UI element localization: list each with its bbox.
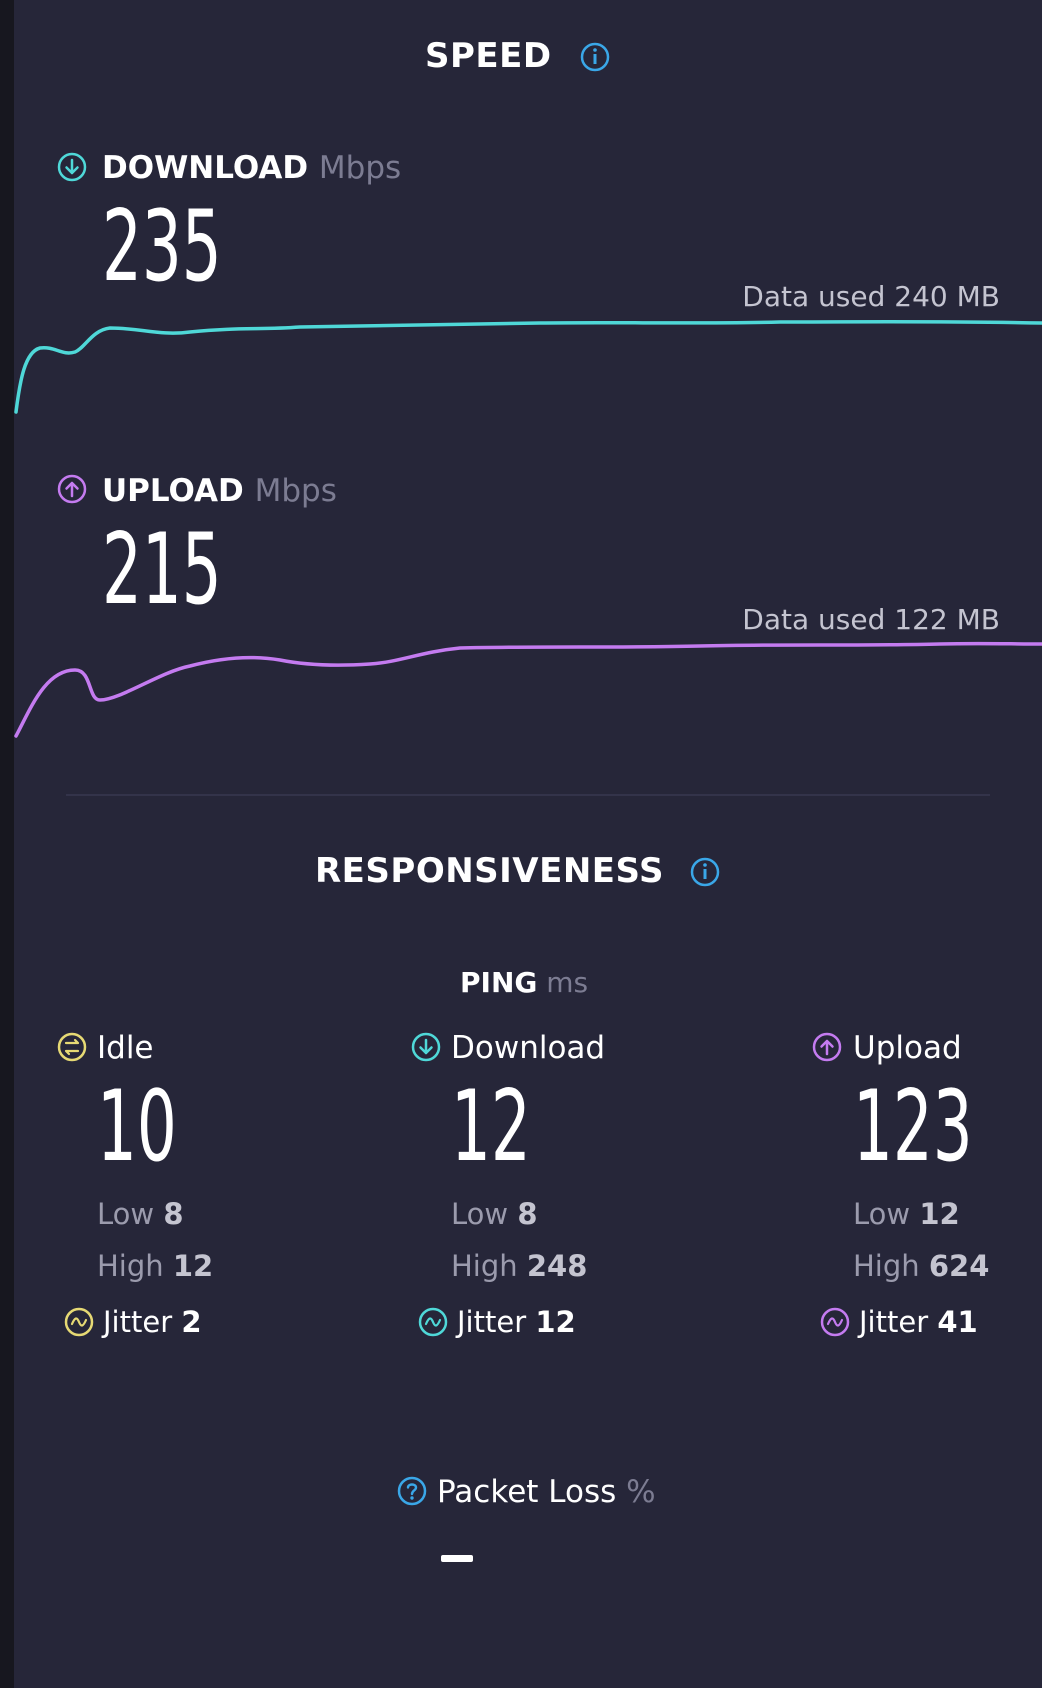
download-speed-value: 235 — [102, 190, 222, 304]
upload-low: Low 12 — [853, 1197, 960, 1231]
download-unit: Mbps — [318, 150, 402, 186]
upload-speed-line — [14, 641, 1042, 738]
ping-header: PING ms — [460, 966, 588, 999]
jitter-icon — [820, 1307, 850, 1337]
download-data-used: Data used 240 MB — [742, 280, 1000, 313]
download-speed-line — [14, 320, 1042, 414]
upload-label: UPLOAD Mbps — [102, 473, 337, 509]
download-high: High 248 — [451, 1249, 588, 1283]
download-ping-value: 12 — [451, 1070, 531, 1184]
download-arrow-icon — [411, 1032, 441, 1062]
idle-label: Idle — [97, 1030, 154, 1066]
idle-ping-value: 10 — [97, 1070, 177, 1184]
upload-ping-label: Upload — [853, 1030, 962, 1066]
ping-unit: ms — [546, 966, 589, 999]
upload-jitter: Jitter 41 — [859, 1305, 978, 1339]
left-edge-strip — [0, 0, 14, 1688]
info-icon[interactable] — [580, 42, 610, 72]
jitter-icon — [64, 1307, 94, 1337]
responsiveness-title: RESPONSIVENESS — [315, 851, 664, 891]
speed-title: SPEED — [425, 36, 552, 76]
jitter-icon — [418, 1307, 448, 1337]
download-jitter: Jitter 12 — [457, 1305, 576, 1339]
download-low: Low 8 — [451, 1197, 538, 1231]
packet-loss-unit: % — [626, 1474, 656, 1510]
info-icon[interactable] — [690, 857, 720, 887]
upload-speed-graph — [14, 641, 1042, 738]
packet-loss-value — [441, 1555, 473, 1562]
upload-data-used: Data used 122 MB — [742, 603, 1000, 636]
idle-high: High 12 — [97, 1249, 214, 1283]
packet-loss-label: Packet Loss % — [437, 1474, 656, 1510]
idle-jitter: Jitter 2 — [103, 1305, 202, 1339]
idle-icon — [57, 1032, 87, 1062]
upload-unit: Mbps — [254, 473, 337, 509]
download-ping-label: Download — [451, 1030, 606, 1066]
upload-ping-value: 123 — [853, 1070, 973, 1184]
upload-arrow-icon — [57, 474, 87, 504]
idle-low: Low 8 — [97, 1197, 184, 1231]
download-arrow-icon — [57, 152, 87, 182]
upload-speed-value: 215 — [102, 513, 222, 627]
download-speed-graph — [14, 320, 1042, 414]
download-label: DOWNLOAD Mbps — [102, 150, 402, 186]
upload-arrow-icon — [812, 1032, 842, 1062]
question-icon[interactable] — [397, 1476, 427, 1506]
section-divider — [66, 794, 990, 796]
ping-label: PING — [460, 966, 538, 999]
upload-high: High 624 — [853, 1249, 990, 1283]
